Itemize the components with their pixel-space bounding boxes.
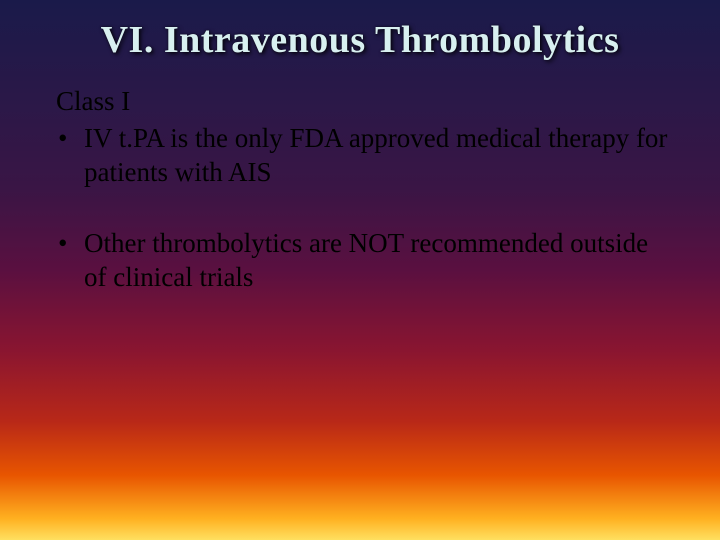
slide: VI. Intravenous Thrombolytics Class I • … xyxy=(0,0,720,540)
slide-body: Class I • IV t.PA is the only FDA approv… xyxy=(48,84,672,295)
bullet-dot-icon: • xyxy=(56,226,84,295)
bullet-item: • Other thrombolytics are NOT recommende… xyxy=(56,226,672,295)
class-label: Class I xyxy=(56,84,672,119)
slide-title: VI. Intravenous Thrombolytics xyxy=(48,18,672,62)
bullet-text: Other thrombolytics are NOT recommended … xyxy=(84,226,672,295)
bullet-dot-icon: • xyxy=(56,121,84,190)
bullet-item: • IV t.PA is the only FDA approved medic… xyxy=(56,121,672,190)
bullet-text: IV t.PA is the only FDA approved medical… xyxy=(84,121,672,190)
